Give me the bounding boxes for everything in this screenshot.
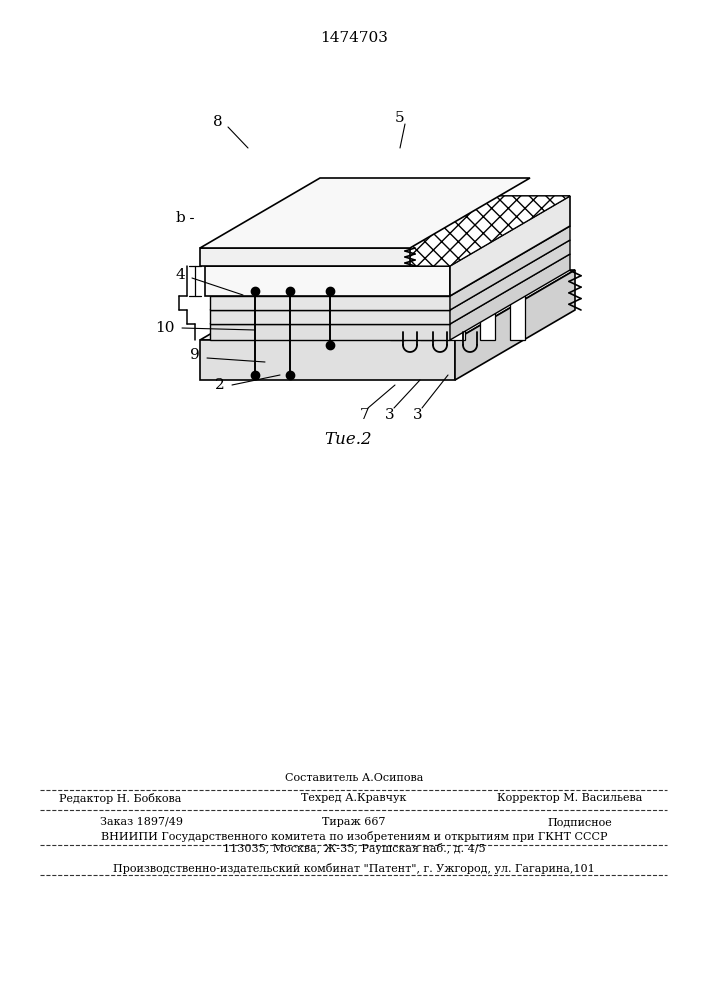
Polygon shape (450, 226, 570, 310)
Polygon shape (210, 310, 450, 324)
Polygon shape (210, 226, 570, 296)
Polygon shape (205, 266, 450, 296)
Polygon shape (200, 178, 530, 248)
Text: b: b (175, 211, 185, 225)
Text: 113035, Москва, Ж-35, Раушская наб., д. 4/5: 113035, Москва, Ж-35, Раушская наб., д. … (223, 844, 485, 854)
Text: 5: 5 (395, 111, 405, 125)
Text: Составитель А.Осипова: Составитель А.Осипова (285, 773, 423, 783)
Polygon shape (455, 270, 575, 380)
Text: 8: 8 (214, 115, 223, 129)
Polygon shape (510, 257, 555, 275)
Text: Подписное: Подписное (548, 817, 612, 827)
Text: 4: 4 (175, 268, 185, 282)
Polygon shape (450, 275, 465, 340)
Text: 9: 9 (190, 348, 200, 362)
Polygon shape (315, 196, 570, 266)
Polygon shape (210, 324, 450, 340)
Polygon shape (450, 240, 570, 324)
Text: 10: 10 (156, 321, 175, 335)
Polygon shape (210, 240, 570, 310)
Polygon shape (450, 257, 495, 275)
Polygon shape (200, 340, 455, 380)
Text: Заказ 1897/49: Заказ 1897/49 (100, 817, 183, 827)
Text: 3: 3 (385, 408, 395, 422)
Text: ВНИИПИ Государственного комитета по изобретениям и открытиям при ГКНТ СССР: ВНИИПИ Государственного комитета по изоб… (101, 830, 607, 842)
Polygon shape (480, 275, 495, 340)
Polygon shape (390, 275, 405, 340)
Polygon shape (210, 296, 450, 310)
Polygon shape (420, 257, 465, 275)
Text: Τие.2: Τие.2 (325, 432, 372, 448)
Polygon shape (200, 248, 410, 266)
Text: Редактор Н. Бобкова: Редактор Н. Бобкова (59, 792, 181, 804)
Polygon shape (200, 270, 575, 340)
Polygon shape (450, 196, 570, 296)
Text: Производственно-издательский комбинат "Патент", г. Ужгород, ул. Гагарина,101: Производственно-издательский комбинат "П… (113, 862, 595, 874)
Polygon shape (205, 196, 570, 266)
Text: 3: 3 (413, 408, 423, 422)
Text: Техред А.Кравчук: Техред А.Кравчук (301, 793, 407, 803)
Polygon shape (450, 254, 570, 340)
Text: Корректор М. Васильева: Корректор М. Васильева (497, 793, 643, 803)
Text: 7: 7 (360, 408, 370, 422)
Polygon shape (210, 254, 570, 324)
Polygon shape (510, 275, 525, 340)
Text: 2: 2 (215, 378, 225, 392)
Polygon shape (480, 257, 525, 275)
Polygon shape (390, 257, 435, 275)
Text: 1474703: 1474703 (320, 31, 388, 45)
Polygon shape (420, 275, 435, 340)
Text: Тираж 667: Тираж 667 (322, 817, 386, 827)
